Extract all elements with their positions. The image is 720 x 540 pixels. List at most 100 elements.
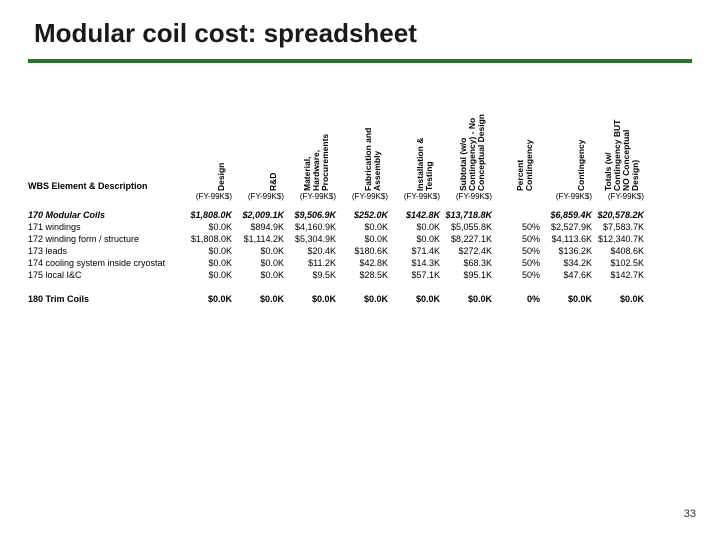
row-mat: $4,160.9K: [288, 221, 336, 233]
row-fab: $0.0K: [340, 233, 388, 245]
row-inst: $0.0K: [392, 293, 440, 305]
row-desc: 170 Modular Coils: [28, 209, 180, 221]
page-number: 33: [684, 508, 696, 520]
row-desc: 171 windings: [28, 221, 180, 233]
table-row: 171 windings $0.0K $894.9K $4,160.9K $0.0K $0…: [28, 221, 692, 233]
header-rd: R&D: [269, 173, 278, 191]
row-sub: $5,055.8K: [444, 221, 492, 233]
row-rd: $1,114.2K: [236, 233, 284, 245]
row-tot: $102.5K: [596, 257, 644, 269]
row-cont: $136.2K: [544, 245, 592, 257]
row-mat: $11.2K: [288, 257, 336, 269]
row-fab: $180.6K: [340, 245, 388, 257]
row-fab: $28.5K: [340, 269, 388, 281]
table-row: 175 local I&C$0.0K$0.0K$9.5K$28.5K$57.1K…: [28, 269, 692, 281]
row-sub: $0.0K: [444, 293, 492, 305]
row-desc: 174 cooling system inside cryostat: [28, 257, 180, 269]
row-design: $0.0K: [184, 257, 232, 269]
row-mat: $9,506.9K: [288, 209, 336, 221]
header-wbs: WBS Element & Description: [28, 181, 148, 191]
table-row: 172 winding form / structure $1,808.0K $1,…: [28, 233, 692, 245]
header-material: Material,Hardware,Procurements: [303, 134, 330, 191]
row-desc: 175 local I&C: [28, 269, 180, 281]
row-sub: $68.3K: [444, 257, 492, 269]
unit-label: (FY-99K$): [288, 191, 336, 203]
row-pct: 50%: [500, 269, 540, 281]
row-design: $0.0K: [184, 269, 232, 281]
row-sub: $13,718.8K: [444, 209, 492, 221]
header-totals: Totals (w/Contingency BUTNO ConceptualDe…: [604, 120, 640, 191]
data-rows: 170 Modular Coils $1,808.0K $2,009.1K $9,50…: [28, 209, 692, 281]
row-desc: 180 Trim Coils: [28, 293, 180, 305]
row-inst: $14.3K: [392, 257, 440, 269]
row-cont: $4,113.6K: [544, 233, 592, 245]
slide: Modular coil cost: spreadsheet WBS Eleme…: [0, 0, 720, 540]
row-inst: $0.0K: [392, 233, 440, 245]
unit-label: (FY-99K$): [596, 191, 644, 203]
unit-label: (FY-99K$): [340, 191, 388, 203]
row-cont: $6,859.4K: [544, 209, 592, 221]
row-rd: $2,009.1K: [236, 209, 284, 221]
row-fab: $42.8K: [340, 257, 388, 269]
header-subtotal: Subtotal (w/oContingency) - NoConceptual…: [459, 114, 486, 191]
row-rd: $894.9K: [236, 221, 284, 233]
row-pct: 50%: [500, 245, 540, 257]
row-inst: $142.8K: [392, 209, 440, 221]
row-rd: $0.0K: [236, 257, 284, 269]
row-sub: $272.4K: [444, 245, 492, 257]
row-mat: $0.0K: [288, 293, 336, 305]
header-installation: Installation &Testing: [416, 138, 434, 191]
row-cont: $34.2K: [544, 257, 592, 269]
row-cont: $2,527.9K: [544, 221, 592, 233]
unit-label: (FY-99K$): [184, 191, 232, 203]
row-tot: $20,578.2K: [596, 209, 644, 221]
row-sub: $8,227.1K: [444, 233, 492, 245]
row-pct: 50%: [500, 233, 540, 245]
table-row: 174 cooling system inside cryostat $0.0K $…: [28, 257, 692, 269]
column-headers: WBS Element & Description Design R&D Mat…: [28, 99, 692, 191]
slide-title: Modular coil cost: spreadsheet: [28, 18, 692, 59]
row-pct: 0%: [500, 293, 540, 305]
row-tot: $7,583.7K: [596, 221, 644, 233]
table-row: 170 Modular Coils $1,808.0K $2,009.1K $9,50…: [28, 209, 692, 221]
row-tot: $12,340.7K: [596, 233, 644, 245]
row-rd: $0.0K: [236, 293, 284, 305]
row-mat: $9.5K: [288, 269, 336, 281]
row-mat: $20.4K: [288, 245, 336, 257]
row-desc: 173 leads: [28, 245, 180, 257]
row-design: $0.0K: [184, 221, 232, 233]
row-tot: $0.0K: [596, 293, 644, 305]
row-inst: $0.0K: [392, 221, 440, 233]
row-tot: $142.7K: [596, 269, 644, 281]
title-rule: [28, 59, 692, 63]
row-fab: $0.0K: [340, 221, 388, 233]
row-design: $0.0K: [184, 245, 232, 257]
row-inst: $71.4K: [392, 245, 440, 257]
row-tot: $408.6K: [596, 245, 644, 257]
unit-label: (FY-99K$): [444, 191, 492, 203]
row-design: $0.0K: [184, 293, 232, 305]
row-cont: $0.0K: [544, 293, 592, 305]
spreadsheet: WBS Element & Description Design R&D Mat…: [28, 99, 692, 305]
unit-label: (FY-99K$): [236, 191, 284, 203]
row-rd: $0.0K: [236, 269, 284, 281]
header-design: Design: [217, 163, 226, 191]
row-pct: 50%: [500, 257, 540, 269]
row-pct: 50%: [500, 221, 540, 233]
unit-label: (FY-99K$): [392, 191, 440, 203]
row-desc: 172 winding form / structure: [28, 233, 180, 245]
row-cont: $47.6K: [544, 269, 592, 281]
unit-label: (FY-99K$): [544, 191, 592, 203]
row-design: $1,808.0K: [184, 209, 232, 221]
row-fab: $0.0K: [340, 293, 388, 305]
table-row: 173 leads$0.0K$0.0K$20.4K$180.6K$71.4K$2…: [28, 245, 692, 257]
header-fabrication: Fabrication andAssembly: [364, 128, 382, 191]
trim-row: 180 Trim Coils $0.0K $0.0K $0.0K $0.0K $…: [28, 293, 692, 305]
row-sub: $95.1K: [444, 269, 492, 281]
header-contingency: Contingency: [577, 140, 586, 191]
row-fab: $252.0K: [340, 209, 388, 221]
row-design: $1,808.0K: [184, 233, 232, 245]
row-mat: $5,304.9K: [288, 233, 336, 245]
header-pct-contingency: PercentContingency: [516, 140, 534, 191]
unit-row: (FY-99K$) (FY-99K$) (FY-99K$) (FY-99K$) …: [28, 191, 692, 203]
